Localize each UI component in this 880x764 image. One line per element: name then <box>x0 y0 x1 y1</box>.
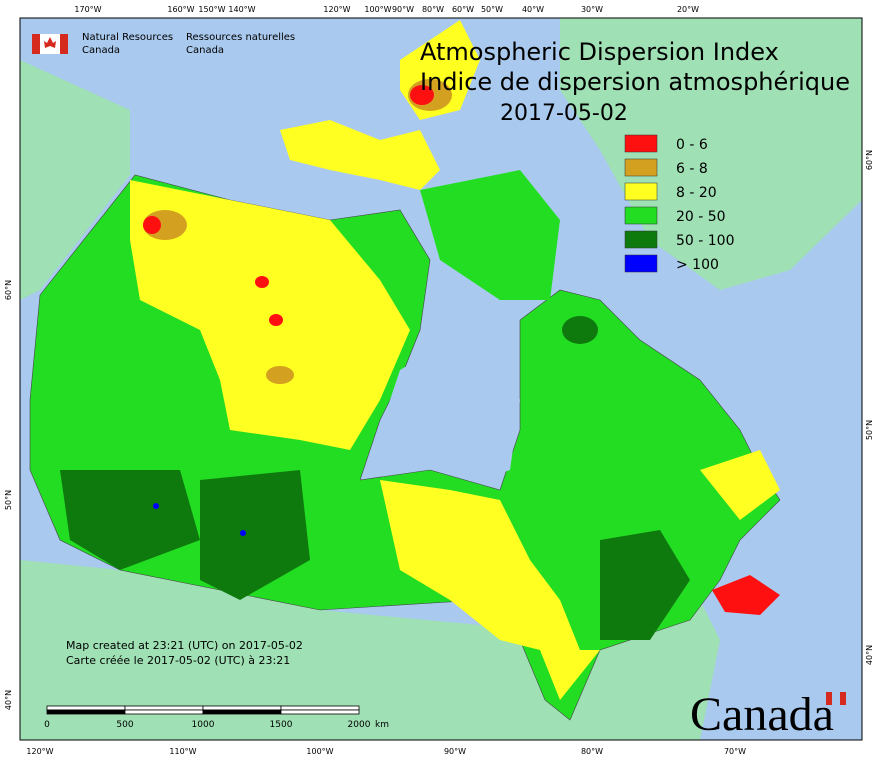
legend-swatch <box>624 158 658 177</box>
agency-fr: Ressources naturelles <box>186 32 295 43</box>
alaska <box>20 60 130 300</box>
scale-segment <box>202 705 282 711</box>
legend-swatch <box>624 182 658 201</box>
scale-segment <box>280 705 360 711</box>
zone <box>240 530 246 536</box>
zone <box>60 470 200 570</box>
zone <box>410 85 434 105</box>
longitude-label: 120°W <box>26 747 53 756</box>
hudson-bay <box>380 340 520 480</box>
legend-swatch <box>624 134 658 153</box>
legend-label: 6 - 8 <box>676 161 708 177</box>
greenland <box>560 18 862 290</box>
map-date: 2017-05-02 <box>500 101 628 126</box>
scale-segment <box>46 709 126 715</box>
zone <box>600 530 690 640</box>
zone <box>562 316 598 344</box>
maple-leaf <box>44 37 56 48</box>
zone <box>143 216 161 234</box>
scale-label: 500 <box>116 720 133 730</box>
zone <box>255 276 269 288</box>
zone <box>153 503 159 509</box>
longitude-label: 170°W <box>74 5 101 14</box>
legend-label: 20 - 50 <box>676 209 726 225</box>
longitude-label: 40°W <box>522 5 544 14</box>
scale-segment <box>46 705 126 711</box>
latitude-label: 60°N <box>4 280 13 300</box>
title-en: Atmospheric Dispersion Index <box>420 38 779 66</box>
wordmark: Canada <box>690 688 834 741</box>
credit-fr: Carte créée le 2017-05-02 (UTC) à 23:21 <box>66 654 290 667</box>
legend-label: 50 - 100 <box>676 233 735 249</box>
zone <box>200 470 310 600</box>
zone <box>712 575 780 615</box>
longitude-label: 90°W <box>444 747 466 756</box>
zone <box>380 480 600 700</box>
scale-label: 2000 <box>348 720 371 730</box>
scale-label: 1500 <box>270 720 293 730</box>
legend-label: > 100 <box>676 257 719 273</box>
longitude-label: 90°W <box>392 5 414 14</box>
agency-signature: Natural Resources Canada Ressources natu… <box>32 32 295 56</box>
agency-en: Canada <box>82 45 120 56</box>
scale-label: 0 <box>44 720 50 730</box>
scale-segment <box>124 705 204 711</box>
latitude-label: 50°N <box>4 490 13 510</box>
longitude-label: 60°W <box>452 5 474 14</box>
flag-bar <box>32 34 40 54</box>
map-frame <box>19 17 863 741</box>
zone <box>700 450 780 520</box>
title-fr: Indice de dispersion atmosphérique <box>420 68 850 96</box>
zone <box>130 180 410 450</box>
longitude-label: 100°W <box>306 747 333 756</box>
legend-swatch <box>624 254 658 273</box>
scale-bar: 0 500 1000 1500 2000 km <box>44 705 389 730</box>
longitude-label: 140°W <box>228 5 255 14</box>
scale-label: 1000 <box>192 720 215 730</box>
longitude-label: 150°W <box>198 5 225 14</box>
baffin <box>420 170 560 300</box>
latitude-label: 50°N <box>865 420 874 440</box>
longitude-label: 30°W <box>581 5 603 14</box>
longitude-label: 80°W <box>581 747 603 756</box>
scale-segment <box>280 709 360 715</box>
graticule-labels: 170°W 160°W 150°W 140°W 120°W 100°W 90°W 80°W 60… <box>4 5 874 756</box>
longitude-label: 80°W <box>422 5 444 14</box>
agency-fr: Canada <box>186 45 224 56</box>
longitude-label: 160°W <box>167 5 194 14</box>
longitude-label: 20°W <box>677 5 699 14</box>
scale-segment <box>202 709 282 715</box>
agency-en: Natural Resources <box>82 32 173 43</box>
latitude-label: 40°N <box>4 690 13 710</box>
longitude-label: 50°W <box>481 5 503 14</box>
zone <box>269 314 283 326</box>
legend-label: 0 - 6 <box>676 137 708 153</box>
legend-swatch <box>624 206 658 225</box>
longitude-label: 120°W <box>323 5 350 14</box>
scale-segment <box>124 709 204 715</box>
flag-bar <box>60 34 68 54</box>
longitude-label: 100°W <box>364 5 391 14</box>
map <box>20 18 862 740</box>
scale-unit: km <box>375 720 389 730</box>
wordmark-flag <box>840 692 846 705</box>
longitude-label: 70°W <box>724 747 746 756</box>
legend-label: 8 - 20 <box>676 185 717 201</box>
arctic-island <box>280 120 440 190</box>
longitude-label: 110°W <box>169 747 196 756</box>
legend-swatch <box>624 230 658 249</box>
wordmark-flag <box>826 692 832 705</box>
credit-en: Map created at 23:21 (UTC) on 2017-05-02 <box>66 639 303 652</box>
latitude-label: 40°N <box>865 645 874 665</box>
latitude-label: 60°N <box>865 150 874 170</box>
legend: 0 - 6 6 - 8 8 - 20 20 - 50 50 - 100 > 100 <box>624 134 735 273</box>
zone <box>266 366 294 384</box>
